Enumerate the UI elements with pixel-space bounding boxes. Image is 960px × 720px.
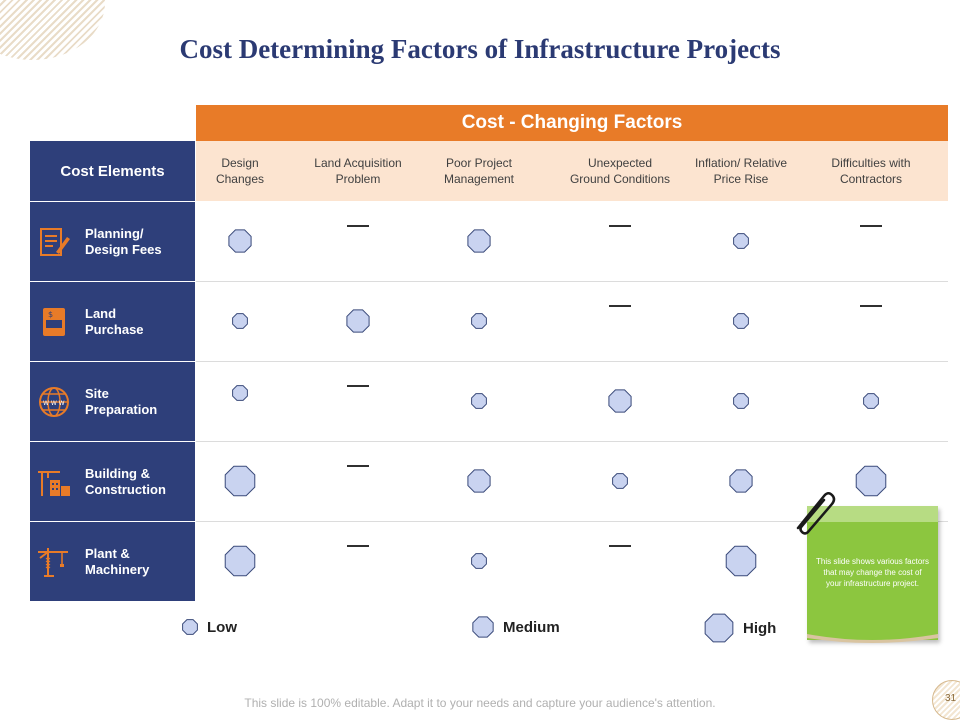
column-header: Inflation/ Relative Price Rise [671,141,811,201]
row-divider [196,521,948,522]
note-curl-shadow [807,634,938,643]
low-impact-marker [733,233,749,249]
column-header-label: Poor Project Management [443,156,515,186]
cost-element-row: Building & Construction [30,441,195,521]
high-impact-marker [725,545,757,577]
sticky-note-text: This slide shows various factors that ma… [816,557,929,588]
no-impact-dash [860,225,882,227]
low-impact-marker [863,393,879,409]
column-header: Unexpected Ground Conditions [550,141,690,201]
column-header-label: Land Acquisition Problem [314,156,402,186]
legend-medium: Medium [471,615,560,639]
low-impact-marker [471,553,487,569]
medium-impact-marker [608,389,632,413]
column-header-label: Design Changes [215,156,265,186]
low-impact-marker [471,393,487,409]
row-divider [196,281,948,282]
column-header-band [196,141,948,201]
no-impact-dash [609,545,631,547]
no-impact-dash [347,385,369,387]
row-divider [196,441,948,442]
cost-element-row: Plant & Machinery [30,521,195,601]
low-impact-marker [471,313,487,329]
column-header: Land Acquisition Problem [288,141,428,201]
legend-low: Low [181,618,237,636]
high-impact-marker [855,465,887,497]
paperclip-icon [796,492,836,535]
medium-impact-marker [729,469,753,493]
sticky-note-tab [807,506,938,522]
legend-high: High [703,612,776,644]
medium-impact-marker [346,309,370,333]
cost-elements-column: Planning/ Design Fees $ Land Purchase W W W… [30,201,195,601]
medium-impact-marker [467,229,491,253]
medium-impact-marker [228,229,252,253]
medium-marker-icon [472,616,494,638]
column-header-label: Difficulties with Contractors [831,156,911,186]
svg-text:W W W: W W W [43,400,65,407]
column-header: Poor Project Management [409,141,549,201]
low-impact-marker [232,385,248,401]
low-impact-marker [612,473,628,489]
low-impact-marker [733,393,749,409]
legend-medium-label: Medium [503,618,560,636]
cost-elements-header: Cost Elements [30,141,195,201]
column-header: Design Changes [170,141,310,201]
cost-element-row: $ Land Purchase [30,281,195,361]
cost-element-row: W W W Site Preparation [30,361,195,441]
document-pen-icon [40,227,70,256]
svg-text:$: $ [48,310,53,319]
no-impact-dash [347,225,369,227]
globe-www-icon: W W W [39,386,69,417]
money-document-icon: $ [43,307,65,336]
legend-high-label: High [743,619,777,637]
page-number-badge: 31 [932,680,960,720]
row-divider [196,361,948,362]
footer-note: This slide is 100% editable. Adapt it to… [244,696,716,710]
high-impact-marker [224,545,256,577]
cost-element-label: Plant & Machinery [85,545,150,577]
column-header-label: Inflation/ Relative Price Rise [694,156,788,186]
no-impact-dash [347,465,369,467]
no-impact-dash [860,305,882,307]
cost-changing-factors-banner: Cost - Changing Factors [196,105,948,141]
legend-low-label: Low [207,618,237,636]
column-header-label: Unexpected Ground Conditions [569,156,671,186]
no-impact-dash [609,305,631,307]
cost-element-label: Planning/ Design Fees [85,225,162,257]
page-title: Cost Determining Factors of Infrastructu… [179,34,781,64]
no-impact-dash [609,225,631,227]
high-impact-marker [224,465,256,497]
cost-element-row: Planning/ Design Fees [30,201,195,281]
tower-crane-icon [38,547,68,577]
low-impact-marker [733,313,749,329]
cost-element-label: Building & Construction [85,465,166,497]
medium-impact-marker [467,469,491,493]
low-impact-marker [232,313,248,329]
no-impact-dash [347,545,369,547]
cost-element-label: Land Purchase [85,305,144,337]
low-marker-icon [182,619,198,635]
building-crane-icon [38,470,70,496]
page-number: 31 [945,693,957,704]
sticky-note: This slide shows various factors that ma… [807,506,938,640]
column-header: Difficulties with Contractors [801,141,941,201]
cost-element-label: Site Preparation [85,385,158,417]
high-marker-icon [704,613,734,643]
